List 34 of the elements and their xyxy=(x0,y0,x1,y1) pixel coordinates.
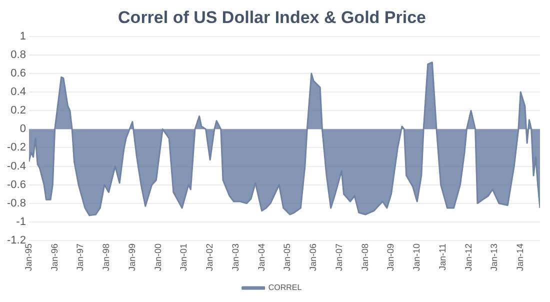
y-tick-label: 0.8 xyxy=(10,48,26,61)
x-tick-label: Jan-97 xyxy=(75,243,86,272)
y-tick-label: 1 xyxy=(20,30,26,42)
y-tick-label: 0 xyxy=(20,123,26,136)
x-tick-label: Jan-06 xyxy=(308,243,318,272)
x-tick-label: Jan-08 xyxy=(360,243,370,272)
x-tick-label: Jan-98 xyxy=(101,243,112,272)
y-tick-label: -0.4 xyxy=(6,160,26,172)
x-tick-label: Jan-95 xyxy=(23,243,34,272)
x-tick-label: Jan-09 xyxy=(386,243,396,272)
x-tick-label: Jan-01 xyxy=(178,243,189,272)
x-tick-label: Jan-13 xyxy=(489,243,500,272)
x-tick-label: Jan-07 xyxy=(334,243,344,272)
x-tick-label: Jan-00 xyxy=(152,243,163,272)
x-tick-label: Jan-03 xyxy=(230,243,240,272)
y-tick-label: 0.6 xyxy=(10,68,26,80)
x-tick-label: Jan-11 xyxy=(437,243,448,270)
x-tick-label: Jan-05 xyxy=(282,243,292,272)
y-tick-label: 0.4 xyxy=(10,86,26,98)
x-tick-label: Jan-04 xyxy=(256,243,266,272)
x-tick-label: Jan-02 xyxy=(204,243,215,272)
legend-label: CORREL xyxy=(268,283,302,292)
x-tick-label: Jan-96 xyxy=(49,243,60,272)
x-tick-label: Jan-12 xyxy=(463,243,474,272)
x-tick-label: Jan-14 xyxy=(515,243,526,272)
y-tick-label: 0.2 xyxy=(10,104,26,117)
chart-title: Correl of US Dollar Index & Gold Price xyxy=(118,8,426,27)
y-tick-label: -1 xyxy=(16,216,26,228)
x-tick-label: Jan-10 xyxy=(412,243,422,272)
y-tick-label: -1.2 xyxy=(6,234,26,247)
y-tick-label: -0.6 xyxy=(6,178,26,191)
y-tick-label: -0.2 xyxy=(6,142,26,154)
y-tick-label: -0.8 xyxy=(6,197,26,210)
x-tick-label: Jan-99 xyxy=(126,243,137,272)
